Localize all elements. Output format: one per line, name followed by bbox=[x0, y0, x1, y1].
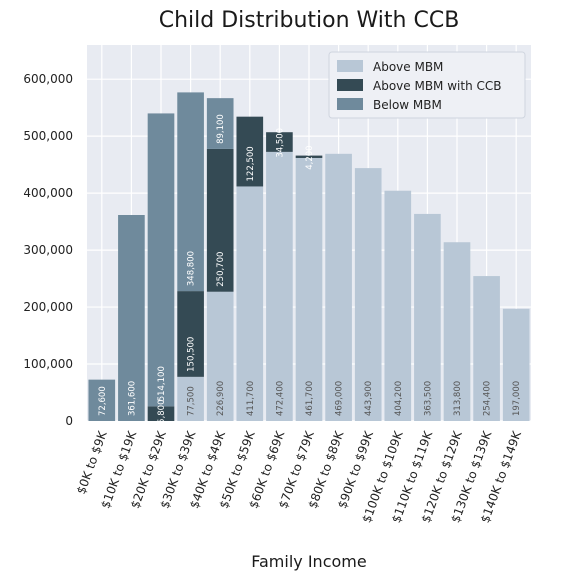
bar-segment bbox=[177, 291, 204, 377]
data-label: 469,000 bbox=[335, 381, 345, 416]
data-label: 472,400 bbox=[275, 381, 285, 416]
legend-entry: Above MBM bbox=[373, 60, 443, 74]
data-label: 250,700 bbox=[216, 252, 226, 287]
data-label: 77,500 bbox=[187, 386, 197, 416]
data-label: 348,800 bbox=[187, 251, 197, 286]
chart-title: Child Distribution With CCB bbox=[159, 8, 460, 33]
bar-segment bbox=[88, 379, 116, 421]
y-tick-label: 400,000 bbox=[23, 186, 73, 200]
bar-segment bbox=[295, 155, 323, 158]
bar-segment bbox=[502, 308, 530, 421]
bar-segment bbox=[206, 98, 234, 149]
data-label: 89,100 bbox=[216, 114, 226, 144]
legend: Above MBM Above MBM with CCB Below MBM bbox=[328, 51, 526, 119]
bar-segment bbox=[266, 132, 293, 152]
legend-box bbox=[328, 51, 526, 119]
data-label: 72,600 bbox=[98, 386, 108, 416]
legend-entry: Below MBM bbox=[373, 98, 442, 112]
y-tick-label: 600,000 bbox=[23, 72, 73, 86]
data-label: 363,500 bbox=[423, 381, 433, 416]
data-label: 514,100 bbox=[157, 366, 167, 401]
x-axis: $0K to $9K$10K to $19K$20K to $29K$30K t… bbox=[74, 428, 524, 525]
legend-swatch bbox=[337, 98, 363, 110]
bar-segment bbox=[443, 242, 471, 421]
bar-segment bbox=[473, 276, 500, 421]
bar-segment bbox=[354, 168, 382, 421]
bar-segment bbox=[384, 190, 412, 421]
data-label: 197,000 bbox=[512, 381, 522, 416]
data-label: 34,500 bbox=[275, 128, 285, 158]
data-label: 25,800 bbox=[157, 400, 167, 430]
data-label: 4,200 bbox=[305, 145, 315, 169]
data-label: 443,900 bbox=[364, 381, 374, 416]
bar-segment bbox=[206, 291, 234, 421]
y-tick-label: 200,000 bbox=[23, 300, 73, 314]
data-label: 361,600 bbox=[127, 381, 137, 416]
legend-swatch bbox=[337, 79, 363, 91]
bars bbox=[88, 92, 530, 422]
bar-segment bbox=[147, 113, 175, 407]
bar-segment bbox=[177, 92, 204, 292]
bar-segment bbox=[206, 148, 234, 292]
y-tick-label: 300,000 bbox=[23, 243, 73, 257]
y-tick-label: 500,000 bbox=[23, 129, 73, 143]
bar-segment bbox=[414, 213, 441, 421]
data-label: 411,700 bbox=[246, 381, 256, 416]
bar-segment bbox=[177, 376, 204, 421]
bar-segment bbox=[236, 116, 264, 187]
legend-swatch bbox=[337, 60, 363, 72]
data-label: 254,400 bbox=[483, 381, 493, 416]
bar-segment bbox=[325, 153, 352, 421]
y-axis: 0 100,000 200,000 300,000 400,000 500,000 600,… bbox=[23, 72, 73, 428]
legend-entry: Above MBM with CCB bbox=[373, 79, 501, 93]
x-axis-label: Family Income bbox=[251, 552, 366, 571]
data-label: 461,700 bbox=[305, 381, 315, 416]
bar-segment bbox=[118, 214, 145, 421]
y-tick-label: 0 bbox=[65, 414, 73, 428]
bar-segment bbox=[266, 151, 293, 421]
data-label: 226,900 bbox=[216, 381, 226, 416]
bar-segment bbox=[236, 186, 264, 421]
data-label: 313,800 bbox=[453, 381, 463, 416]
data-label: 122,500 bbox=[246, 146, 256, 181]
bar-segment bbox=[295, 157, 323, 422]
data-label: 150,500 bbox=[187, 337, 197, 372]
bar-segment bbox=[147, 406, 175, 421]
data-label: 404,200 bbox=[394, 381, 404, 416]
y-tick-label: 100,000 bbox=[23, 357, 73, 371]
